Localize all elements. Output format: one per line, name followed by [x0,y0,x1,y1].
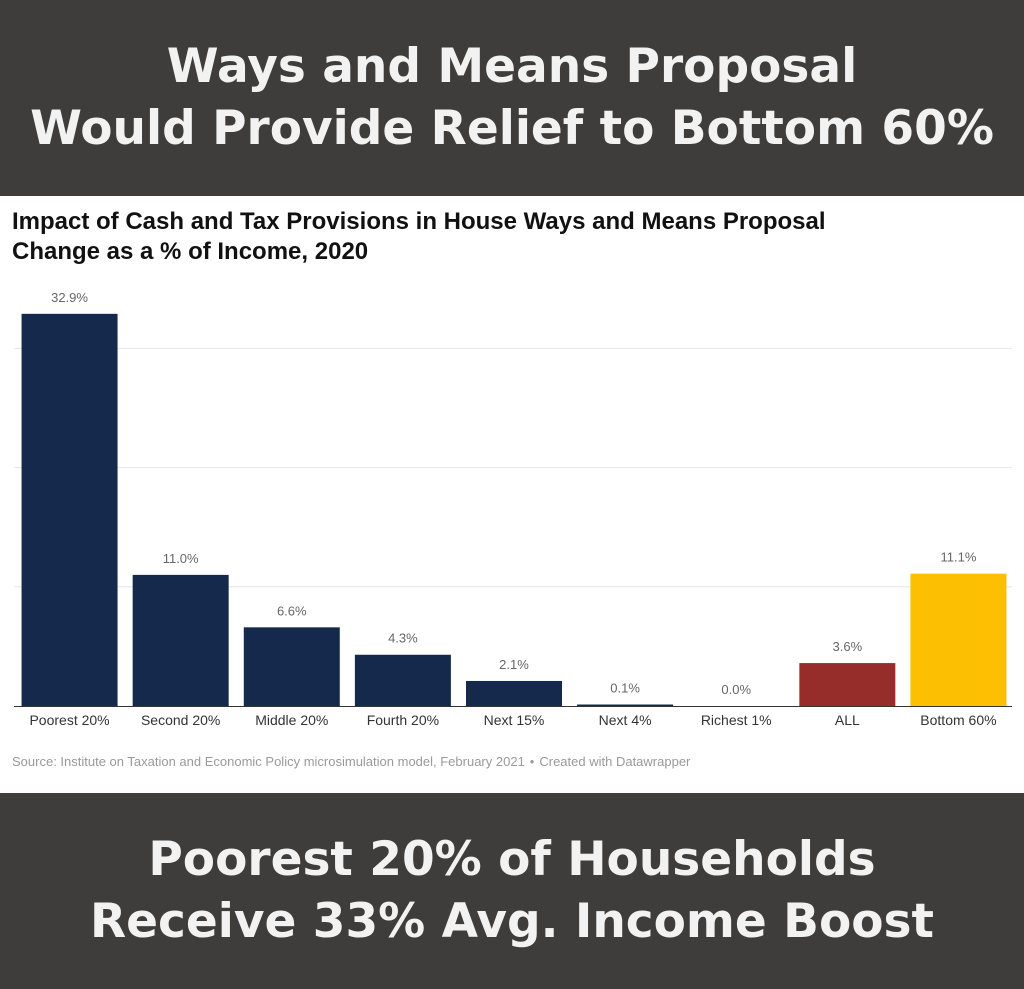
takeaway-line-1: Poorest 20% of Households [148,832,876,887]
source-separator: • [529,754,535,769]
headline-line-2: Would Provide Relief to Bottom 60% [30,101,994,156]
category-label: Richest 1% [701,712,772,728]
top-banner: Ways and Means Proposal Would Provide Re… [0,0,1024,196]
category-label: Next 4% [599,712,652,728]
bottom-banner: Poorest 20% of Households Receive 33% Av… [0,793,1024,989]
source-text: Source: Institute on Taxation and Econom… [12,754,525,769]
category-label: Fourth 20% [367,712,439,728]
category-label: Bottom 60% [920,712,996,728]
takeaway-line-2: Receive 33% Avg. Income Boost [89,894,934,949]
bar [243,627,340,706]
value-label: 2.1% [499,657,529,672]
bar [466,680,562,706]
value-label: 3.6% [833,639,863,654]
value-label: 6.6% [277,603,307,618]
bar [910,573,1007,706]
chart-area: 32.9% Poorest 20% 11.0% Second 20% 6.6% Middl… [0,196,1024,793]
category-label: Poorest 20% [29,712,109,728]
bar [577,704,674,706]
category-label: Middle 20% [255,712,328,728]
bar [354,654,451,706]
bar [132,574,229,706]
headline-line-1: Ways and Means Proposal [166,39,858,94]
value-label: 0.1% [610,681,640,696]
chart-title: Impact of Cash and Tax Provisions in Hou… [12,208,826,235]
value-label: 32.9% [51,290,88,305]
value-label: 4.3% [388,631,418,646]
datawrapper-credit[interactable]: Created with Datawrapper [539,754,691,769]
bar-chart: 32.9% Poorest 20% 11.0% Second 20% 6.6% Middl… [14,290,1012,728]
category-label: Next 15% [484,712,545,728]
category-label: ALL [835,712,860,728]
category-label: Second 20% [141,712,220,728]
chart-subtitle: Change as a % of Income, 2020 [12,238,369,265]
source-note: Source: Institute on Taxation and Econom… [12,754,690,769]
value-label: 11.0% [163,551,199,566]
bar [21,313,118,706]
value-label: 11.1% [940,550,976,565]
bar [799,663,896,706]
value-label: 0.0% [721,682,751,697]
